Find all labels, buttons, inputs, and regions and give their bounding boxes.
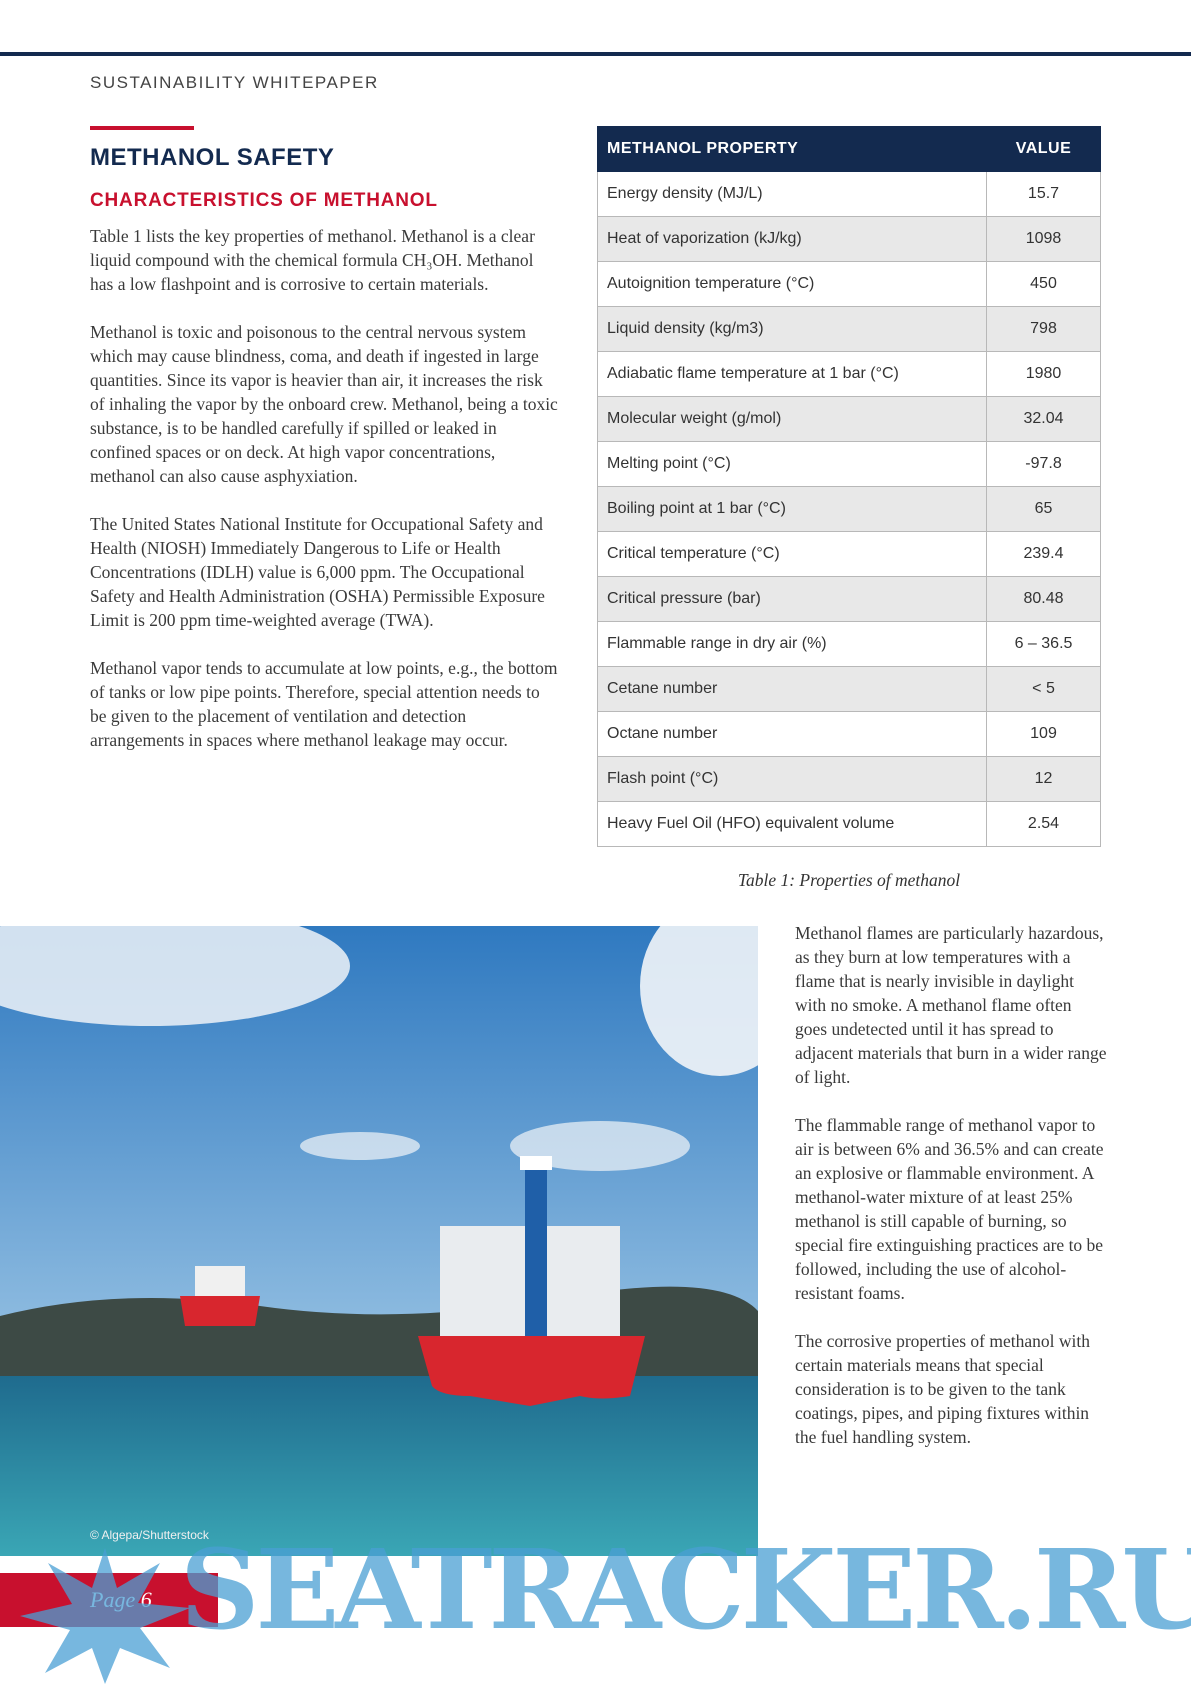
- table-row: Critical temperature (°C) 239.4: [597, 531, 1101, 577]
- table-row: Critical pressure (bar) 80.48: [597, 576, 1101, 622]
- table-cell: 80.48: [986, 576, 1101, 622]
- left-column: Table 1 lists the key properties of meth…: [90, 224, 560, 776]
- table-cell: Critical pressure (bar): [597, 576, 987, 622]
- paragraph: The United States National Institute for…: [90, 514, 545, 630]
- paragraph: The flammable range of methanol vapor to…: [795, 1115, 1104, 1303]
- table-cell: Melting point (°C): [597, 441, 987, 487]
- table-row: Adiabatic flame temperature at 1 bar (°C…: [597, 351, 1101, 397]
- table-row: Octane number 109: [597, 711, 1101, 757]
- table-cell: -97.8: [986, 441, 1101, 487]
- ship-photo: [0, 926, 758, 1556]
- watermark-star: [20, 1548, 190, 1684]
- table-row: Heat of vaporization (kJ/kg) 1098: [597, 216, 1101, 262]
- table-row: Melting point (°C) -97.8: [597, 441, 1101, 487]
- table-row: Liquid density (kg/m3) 798: [597, 306, 1101, 352]
- table-cell: Octane number: [597, 711, 987, 757]
- section-subtitle: CHARACTERISTICS OF METHANOL: [90, 190, 438, 211]
- table-cell: Flammable range in dry air (%): [597, 621, 987, 667]
- table-row: Energy density (MJ/L) 15.7: [597, 171, 1101, 217]
- paragraph: Table 1 lists the key properties of meth…: [90, 226, 535, 294]
- table-cell: Adiabatic flame temperature at 1 bar (°C…: [597, 351, 987, 397]
- table-row: Cetane number < 5: [597, 666, 1101, 712]
- table-cell: Flash point (°C): [597, 756, 987, 802]
- table-cell: 32.04: [986, 396, 1101, 442]
- photo-credit: © Algepa/Shutterstock: [90, 1528, 209, 1542]
- table-row: Flash point (°C) 12: [597, 756, 1101, 802]
- table-caption: Table 1: Properties of methanol: [737, 870, 961, 890]
- paragraph: Methanol is toxic and poisonous to the c…: [90, 322, 558, 486]
- table-cell: 15.7: [986, 171, 1101, 217]
- paragraph: Methanol vapor tends to accumulate at lo…: [90, 658, 558, 750]
- header-label: SUSTAINABILITY WHITEPAPER: [90, 73, 379, 92]
- accent-bar: [90, 126, 194, 130]
- table-cell: Critical temperature (°C): [597, 531, 987, 577]
- section-title: METHANOL SAFETY: [90, 144, 335, 171]
- table-cell: Molecular weight (g/mol): [597, 396, 987, 442]
- table-row: Flammable range in dry air (%) 6 – 36.5: [597, 621, 1101, 667]
- table-cell: Heavy Fuel Oil (HFO) equivalent volume: [597, 801, 987, 847]
- table-row: Heavy Fuel Oil (HFO) equivalent volume 2.…: [597, 801, 1101, 847]
- paragraph: The corrosive properties of methanol wit…: [795, 1331, 1090, 1447]
- table-cell: 239.4: [986, 531, 1101, 577]
- table-cell: 65: [986, 486, 1101, 532]
- properties-table: METHANOL PROPERTY VALUE Energy density (MJ…: [597, 126, 1101, 847]
- table-cell: 1980: [986, 351, 1101, 397]
- table-row: Molecular weight (g/mol) 32.04: [597, 396, 1101, 442]
- right-column: Methanol flames are particularly hazardo…: [795, 921, 1107, 1473]
- table-cell: 109: [986, 711, 1101, 757]
- table-cell: Autoignition temperature (°C): [597, 261, 987, 307]
- table-cell: 6 – 36.5: [986, 621, 1101, 667]
- header-row: METHANOL PROPERTY VALUE: [597, 126, 1101, 172]
- table-cell: 450: [986, 261, 1101, 307]
- table-row: Autoignition temperature (°C) 450: [597, 261, 1101, 307]
- table-cell: 1098: [986, 216, 1101, 262]
- watermark: SEATRACKER.RU: [180, 1525, 1191, 1654]
- table-row: Boiling point at 1 bar (°C) 65: [597, 486, 1101, 532]
- table-cell: Boiling point at 1 bar (°C): [597, 486, 987, 532]
- table-cell: Cetane number: [597, 666, 987, 712]
- table-cell: 12: [986, 756, 1101, 802]
- top-rule: [0, 52, 1191, 56]
- table-cell: Liquid density (kg/m3): [597, 306, 987, 352]
- header-cell: METHANOL PROPERTY: [597, 126, 987, 172]
- paragraph: Methanol flames are particularly hazardo…: [795, 923, 1107, 1087]
- header-cell: VALUE: [986, 126, 1101, 172]
- table-cell: 798: [986, 306, 1101, 352]
- table-cell: 2.54: [986, 801, 1101, 847]
- table-cell: < 5: [986, 666, 1101, 712]
- table-cell: Energy density (MJ/L): [597, 171, 987, 217]
- table-cell: Heat of vaporization (kJ/kg): [597, 216, 987, 262]
